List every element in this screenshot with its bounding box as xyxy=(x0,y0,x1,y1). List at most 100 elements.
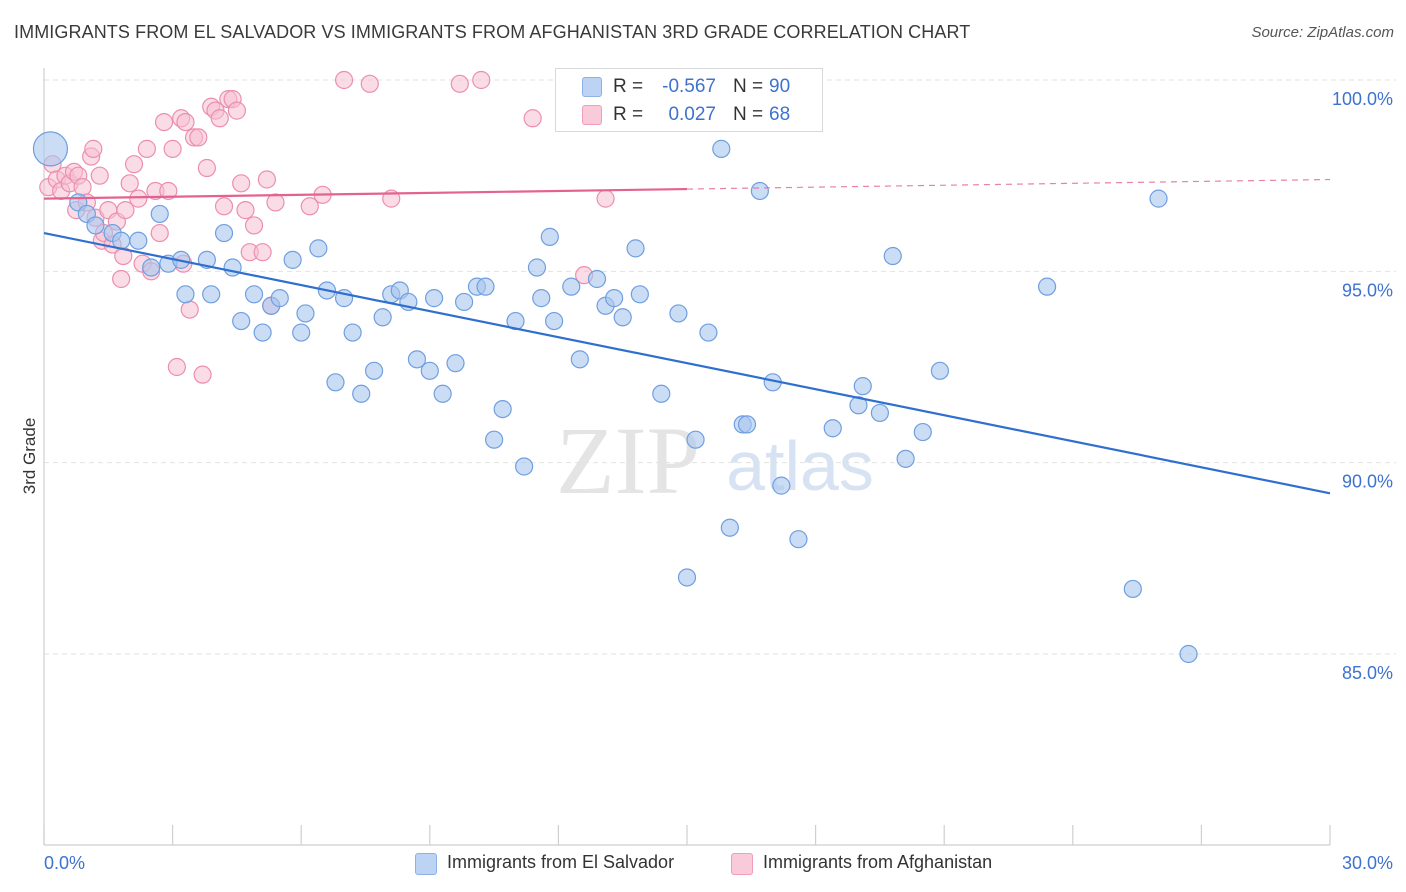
legend-r-value: -0.567 xyxy=(662,76,716,97)
el-salvador-point xyxy=(244,285,264,304)
el-salvador-point xyxy=(913,422,932,442)
afghanistan-point xyxy=(176,112,195,132)
afghanistan-point xyxy=(253,243,272,262)
watermark-zip: ZIP xyxy=(556,407,700,514)
el-salvador-point xyxy=(232,311,251,331)
el-salvador-point xyxy=(699,323,718,342)
el-salvador-point xyxy=(737,415,757,434)
afghanistan-point xyxy=(112,269,131,289)
series-swatch-pink xyxy=(731,853,753,875)
afghanistan-point xyxy=(120,174,139,193)
el-salvador-point xyxy=(283,250,302,269)
el-salvador-point xyxy=(896,449,915,468)
el-salvador-point xyxy=(309,239,328,258)
x-tick-label: 0.0% xyxy=(44,853,85,873)
afghanistan-trend-line xyxy=(43,187,688,200)
el-salvador-point xyxy=(677,568,697,587)
series-label: Immigrants from Afghanistan xyxy=(763,852,993,872)
el-salvador-point xyxy=(296,304,315,323)
el-salvador-point xyxy=(433,384,452,403)
grid-lines xyxy=(44,79,1396,655)
el-salvador-point xyxy=(129,231,148,250)
afghanistan-point xyxy=(73,178,92,197)
afghanistan-point xyxy=(596,189,615,208)
legend-r-value: 0.027 xyxy=(668,104,716,125)
afghanistan-point xyxy=(214,197,234,216)
el-salvador-point xyxy=(613,308,632,327)
trend-lines xyxy=(43,178,1331,495)
el-salvador-point xyxy=(214,223,234,243)
el-salvador-point xyxy=(870,403,890,423)
el-salvador-point xyxy=(493,399,512,419)
watermark: ZIP atlas xyxy=(556,407,874,514)
chart-title: IMMIGRANTS FROM EL SALVADOR VS IMMIGRANT… xyxy=(14,22,971,42)
el-salvador-point xyxy=(750,181,769,201)
afghanistan-point xyxy=(232,174,251,193)
el-salvador-point xyxy=(626,239,645,258)
el-salvador-point xyxy=(352,384,371,403)
y-axis-label: 3rd Grade xyxy=(20,418,39,495)
afghanistan-point xyxy=(193,365,212,384)
el-salvador-point xyxy=(712,139,731,158)
el-salvador-point xyxy=(32,131,69,167)
afghanistan-point xyxy=(197,158,216,178)
afghanistan-point xyxy=(129,189,148,208)
el-salvador-point xyxy=(476,277,495,296)
el-salvador-point xyxy=(202,285,221,304)
el-salvador-point xyxy=(454,292,474,312)
el-salvador-point xyxy=(570,350,589,369)
correlation-legend: R = -0.567 N = 90 R = 0.027 N = 68 xyxy=(555,68,823,132)
afghanistan-point xyxy=(124,155,144,174)
series-legend: Immigrants from El Salvador Immigrants f… xyxy=(0,852,1406,878)
el-salvador-point xyxy=(652,384,671,403)
el-salvador-trend-line xyxy=(43,231,1331,495)
el-salvador-point xyxy=(253,323,272,342)
el-salvador-point xyxy=(142,258,161,277)
el-salvador-point xyxy=(720,518,739,537)
afghanistan-point xyxy=(154,112,174,132)
afghanistan-point xyxy=(450,74,469,93)
axes xyxy=(43,68,1331,846)
afghanistan-point xyxy=(257,170,277,189)
legend-swatch-blue xyxy=(582,77,602,97)
el-salvador-point xyxy=(420,361,439,380)
el-salvador-point xyxy=(605,289,624,308)
afghanistan-point xyxy=(334,70,354,90)
el-salvador-point xyxy=(540,227,559,246)
el-salvador-point xyxy=(772,476,791,495)
afghanistan-point xyxy=(180,300,199,319)
el-salvador-point xyxy=(930,361,950,380)
legend-row-el-salvador: R = -0.567 N = 90 xyxy=(556,73,822,101)
el-salvador-point xyxy=(270,289,289,308)
el-salvador-point xyxy=(532,289,551,308)
el-salvador-point xyxy=(343,323,362,342)
el-salvador-point xyxy=(1149,189,1168,208)
afghanistan-point xyxy=(159,181,178,201)
afghanistan-point xyxy=(266,193,285,212)
el-salvador-point xyxy=(485,430,504,449)
legend-swatch-pink xyxy=(582,105,602,125)
afghanistan-point xyxy=(116,201,135,220)
legend-r-label: R = xyxy=(613,104,644,125)
legend-row-afghanistan: R = 0.027 N = 68 xyxy=(556,101,822,129)
legend-n-label: N = xyxy=(733,104,764,125)
afghanistan-trend-extension xyxy=(686,178,1331,190)
afghanistan-point xyxy=(244,216,264,235)
el-salvador-point xyxy=(373,308,392,327)
afghanistan-point xyxy=(523,109,542,128)
afghanistan-point xyxy=(150,223,169,243)
afghanistan-point xyxy=(90,166,109,185)
afghanistan-point xyxy=(472,70,491,90)
afghanistan-point xyxy=(360,74,379,93)
el-salvador-point xyxy=(823,419,842,438)
el-salvador-point xyxy=(1123,579,1142,599)
axis-labels: 85.0% 90.0% 95.0% 100.0% 0.0% 30.0% 3rd Grade xyxy=(20,89,1393,873)
el-salvador-point xyxy=(407,350,427,369)
legend-n-value: 90 xyxy=(769,76,791,97)
el-salvador-point xyxy=(326,373,345,392)
el-salvador-point xyxy=(364,361,384,380)
el-salvador-points xyxy=(32,131,1198,664)
afghanistan-point xyxy=(163,139,182,158)
legend-r-label: R = xyxy=(613,76,644,97)
